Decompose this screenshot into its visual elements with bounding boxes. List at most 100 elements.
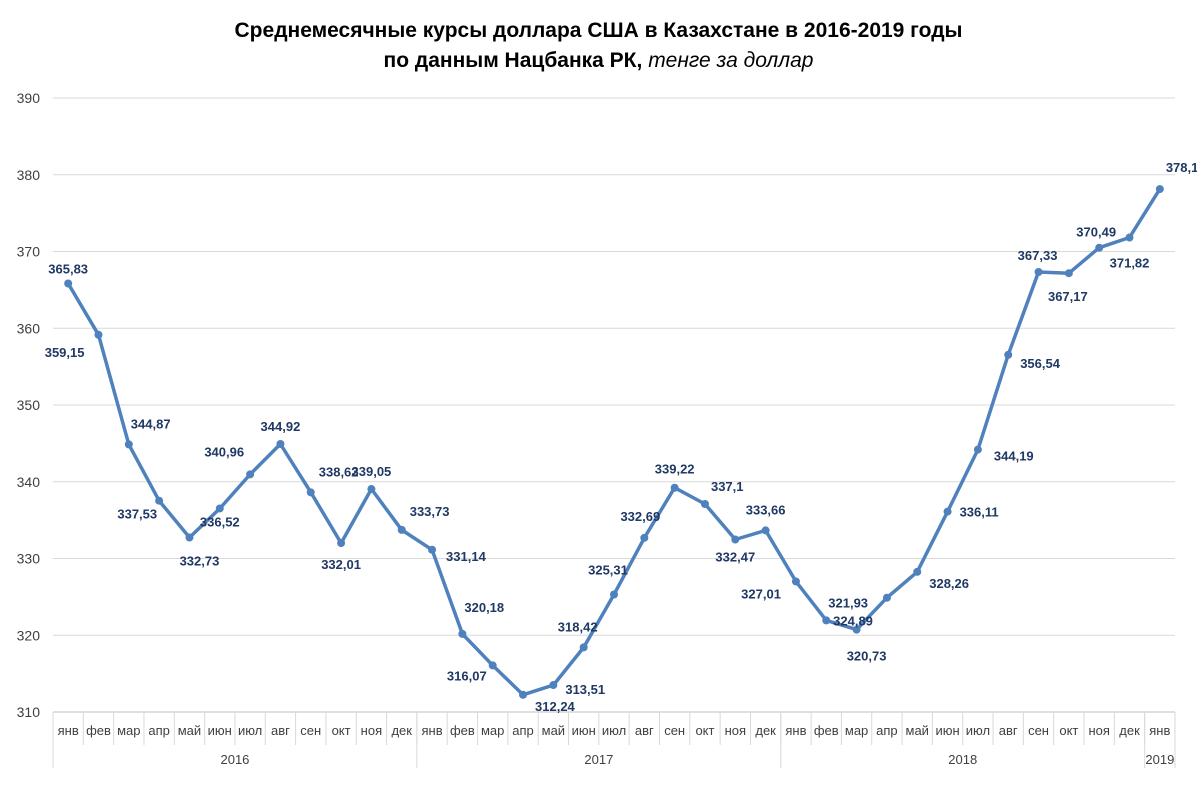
data-label: 378,13 [1166,160,1197,175]
data-point [94,330,103,339]
data-point [124,440,133,449]
data-label: 371,82 [1110,256,1150,271]
data-point [64,279,73,288]
x-tick-label: авг [271,723,290,738]
x-tick-label: сен [664,723,685,738]
year-label: 2018 [948,752,977,767]
data-point [852,625,861,634]
y-tick-label: 310 [17,704,41,720]
data-point [215,504,224,513]
data-point [155,496,164,505]
data-point [943,507,952,516]
data-label: 336,52 [200,514,240,529]
data-label: 332,47 [715,550,755,565]
data-point [882,593,891,602]
x-tick-label: апр [148,723,170,738]
data-point [579,643,588,652]
x-tick-label: май [178,723,201,738]
x-tick-label: янв [785,723,806,738]
data-label: 328,26 [929,576,969,591]
x-tick-label: янв [58,723,79,738]
data-label: 332,01 [321,557,361,572]
data-label: 324,89 [833,614,873,629]
data-point [1004,350,1013,359]
x-tick-label: сен [1028,723,1049,738]
x-tick-label: окт [332,723,351,738]
data-point [1034,267,1043,276]
x-tick-label: янв [1149,723,1170,738]
x-tick-label: дек [755,723,776,738]
x-tick-label: фев [814,723,839,738]
data-point [488,661,497,670]
data-point [822,616,831,625]
data-point [1095,243,1104,252]
data-label: 339,22 [655,462,695,477]
data-label: 332,73 [180,554,220,569]
x-tick-label: янв [421,723,442,738]
data-label: 333,73 [410,504,450,519]
x-tick-label: авг [635,723,654,738]
y-tick-label: 390 [17,90,41,106]
data-label: 337,53 [117,507,157,522]
data-point [185,533,194,542]
data-label: 318,42 [558,619,598,634]
data-label: 344,87 [131,416,171,431]
data-point [913,567,922,576]
x-tick-label: июл [238,723,262,738]
data-point [337,539,346,548]
data-point [367,485,376,494]
data-label: 340,96 [204,444,244,459]
x-tick-label: авг [999,723,1018,738]
x-tick-label: ноя [725,723,746,738]
y-tick-label: 340 [17,474,41,490]
chart-subtitle-italic: тенге за доллар [648,49,814,72]
data-label: 336,11 [960,505,999,520]
x-tick-label: ноя [1088,723,1109,738]
data-label: 370,49 [1076,225,1116,240]
x-tick-label: окт [1059,723,1078,738]
data-point [246,470,255,479]
y-tick-label: 350 [17,397,41,413]
y-tick-label: 380 [17,167,41,183]
x-tick-label: май [906,723,929,738]
chart-subtitle-bold: по данным Нацбанка РК, [383,49,643,72]
data-label: 320,73 [847,649,887,664]
x-tick-label: сен [300,723,321,738]
y-tick-label: 360 [17,320,41,336]
data-point [1125,233,1134,242]
data-label: 338,62 [319,464,359,479]
x-tick-label: мар [117,723,140,738]
x-tick-label: фев [450,723,475,738]
year-label: 2019 [1145,752,1174,767]
data-point [640,533,649,542]
y-tick-label: 320 [17,627,41,643]
x-tick-label: дек [1119,723,1140,738]
x-tick-label: июн [572,723,596,738]
data-label: 312,24 [535,699,576,714]
data-label: 359,15 [45,345,85,360]
x-tick-label: апр [512,723,534,738]
year-label: 2016 [220,752,249,767]
x-tick-label: мар [481,723,504,738]
data-label: 356,54 [1020,356,1061,371]
x-axis: янв фев мар апр май июн июл авг сен окт ноя дек янв ф… [52,711,1176,768]
data-label: 365,83 [48,262,88,277]
series-line [66,187,1162,697]
data-point [610,590,618,599]
x-tick-label: дек [391,723,412,738]
chart-title: Среднемесячные курсы доллара США в Казах… [234,19,963,42]
x-tick-label: ноя [361,723,382,738]
y-tick-label: 370 [17,244,41,260]
data-point [731,535,740,544]
y-axis: 310 320 330 340 350 360 370 380 390 [17,90,41,720]
x-tick-label: окт [695,723,714,738]
data-point [670,483,679,492]
data-point [428,545,437,554]
year-label: 2017 [584,752,613,767]
data-point [306,488,315,497]
x-tick-label: июл [602,723,626,738]
x-tick-label: фев [86,723,111,738]
data-point [973,445,982,454]
data-label: 337,1 [711,479,744,494]
